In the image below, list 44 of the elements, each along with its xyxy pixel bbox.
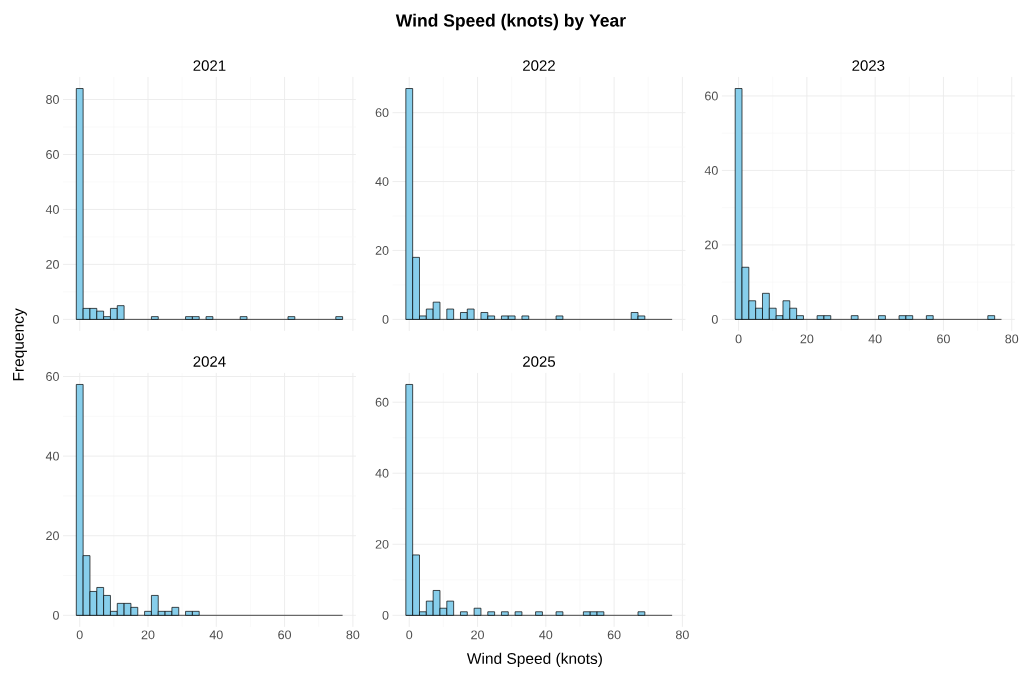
x-tick-label: 20 [141, 630, 155, 640]
x-tick-label: 20 [471, 630, 484, 640]
x-tick-label: 80 [675, 630, 689, 640]
x-tick-label: 60 [937, 334, 950, 344]
y-tick-label: 60 [46, 150, 59, 159]
y-tick-label: 60 [705, 91, 718, 101]
chart-subtitle: 2025 [523, 356, 556, 367]
y-tick-label: 60 [46, 372, 59, 381]
y-tick-label: 60 [375, 108, 389, 118]
y-tick-label: 40 [704, 166, 718, 175]
x-tick-label: 0 [735, 334, 742, 344]
x-tick-label: 40 [539, 630, 553, 640]
chart-subtitle: 2022 [523, 60, 555, 71]
y-tick-label: 0 [382, 315, 389, 324]
x-tick-label: 40 [868, 334, 882, 344]
y-tick-label: 60 [375, 397, 389, 407]
x-tick-label: 0 [406, 630, 413, 640]
x-tick-label: 40 [209, 630, 223, 640]
x-tick-label: 0 [76, 630, 83, 640]
chart-subtitle: 2024 [193, 356, 226, 367]
y-tick-label: 0 [52, 315, 59, 324]
x-tick-label: 20 [800, 334, 814, 344]
y-tick-label: 0 [52, 610, 59, 620]
y-tick-label: 20 [375, 539, 389, 549]
y-tick-label: 40 [45, 451, 59, 461]
chart-subtitle: 2021 [193, 60, 226, 71]
x-tick-label: 60 [607, 630, 621, 640]
y-tick-label: 0 [711, 315, 718, 324]
y-tick-label: 40 [45, 205, 59, 214]
y-tick-label: 40 [375, 468, 389, 478]
x-axis-title: Wind Speed (knots) [466, 652, 602, 668]
y-axis-title: Frequency [13, 308, 27, 381]
y-tick-label: 40 [375, 177, 389, 187]
y-tick-label: 0 [382, 610, 389, 620]
x-tick-label: 80 [346, 630, 360, 640]
y-tick-label: 20 [375, 246, 389, 255]
x-tick-label: 60 [278, 630, 292, 640]
y-tick-label: 20 [705, 240, 718, 250]
y-tick-label: 80 [46, 95, 59, 105]
y-tick-label: 20 [46, 260, 59, 269]
chart-subtitle: 2023 [852, 60, 885, 71]
y-tick-label: 20 [46, 531, 59, 541]
x-tick-label: 80 [1005, 334, 1019, 344]
chart-title: Wind Speed (knots) by Year [395, 13, 626, 31]
